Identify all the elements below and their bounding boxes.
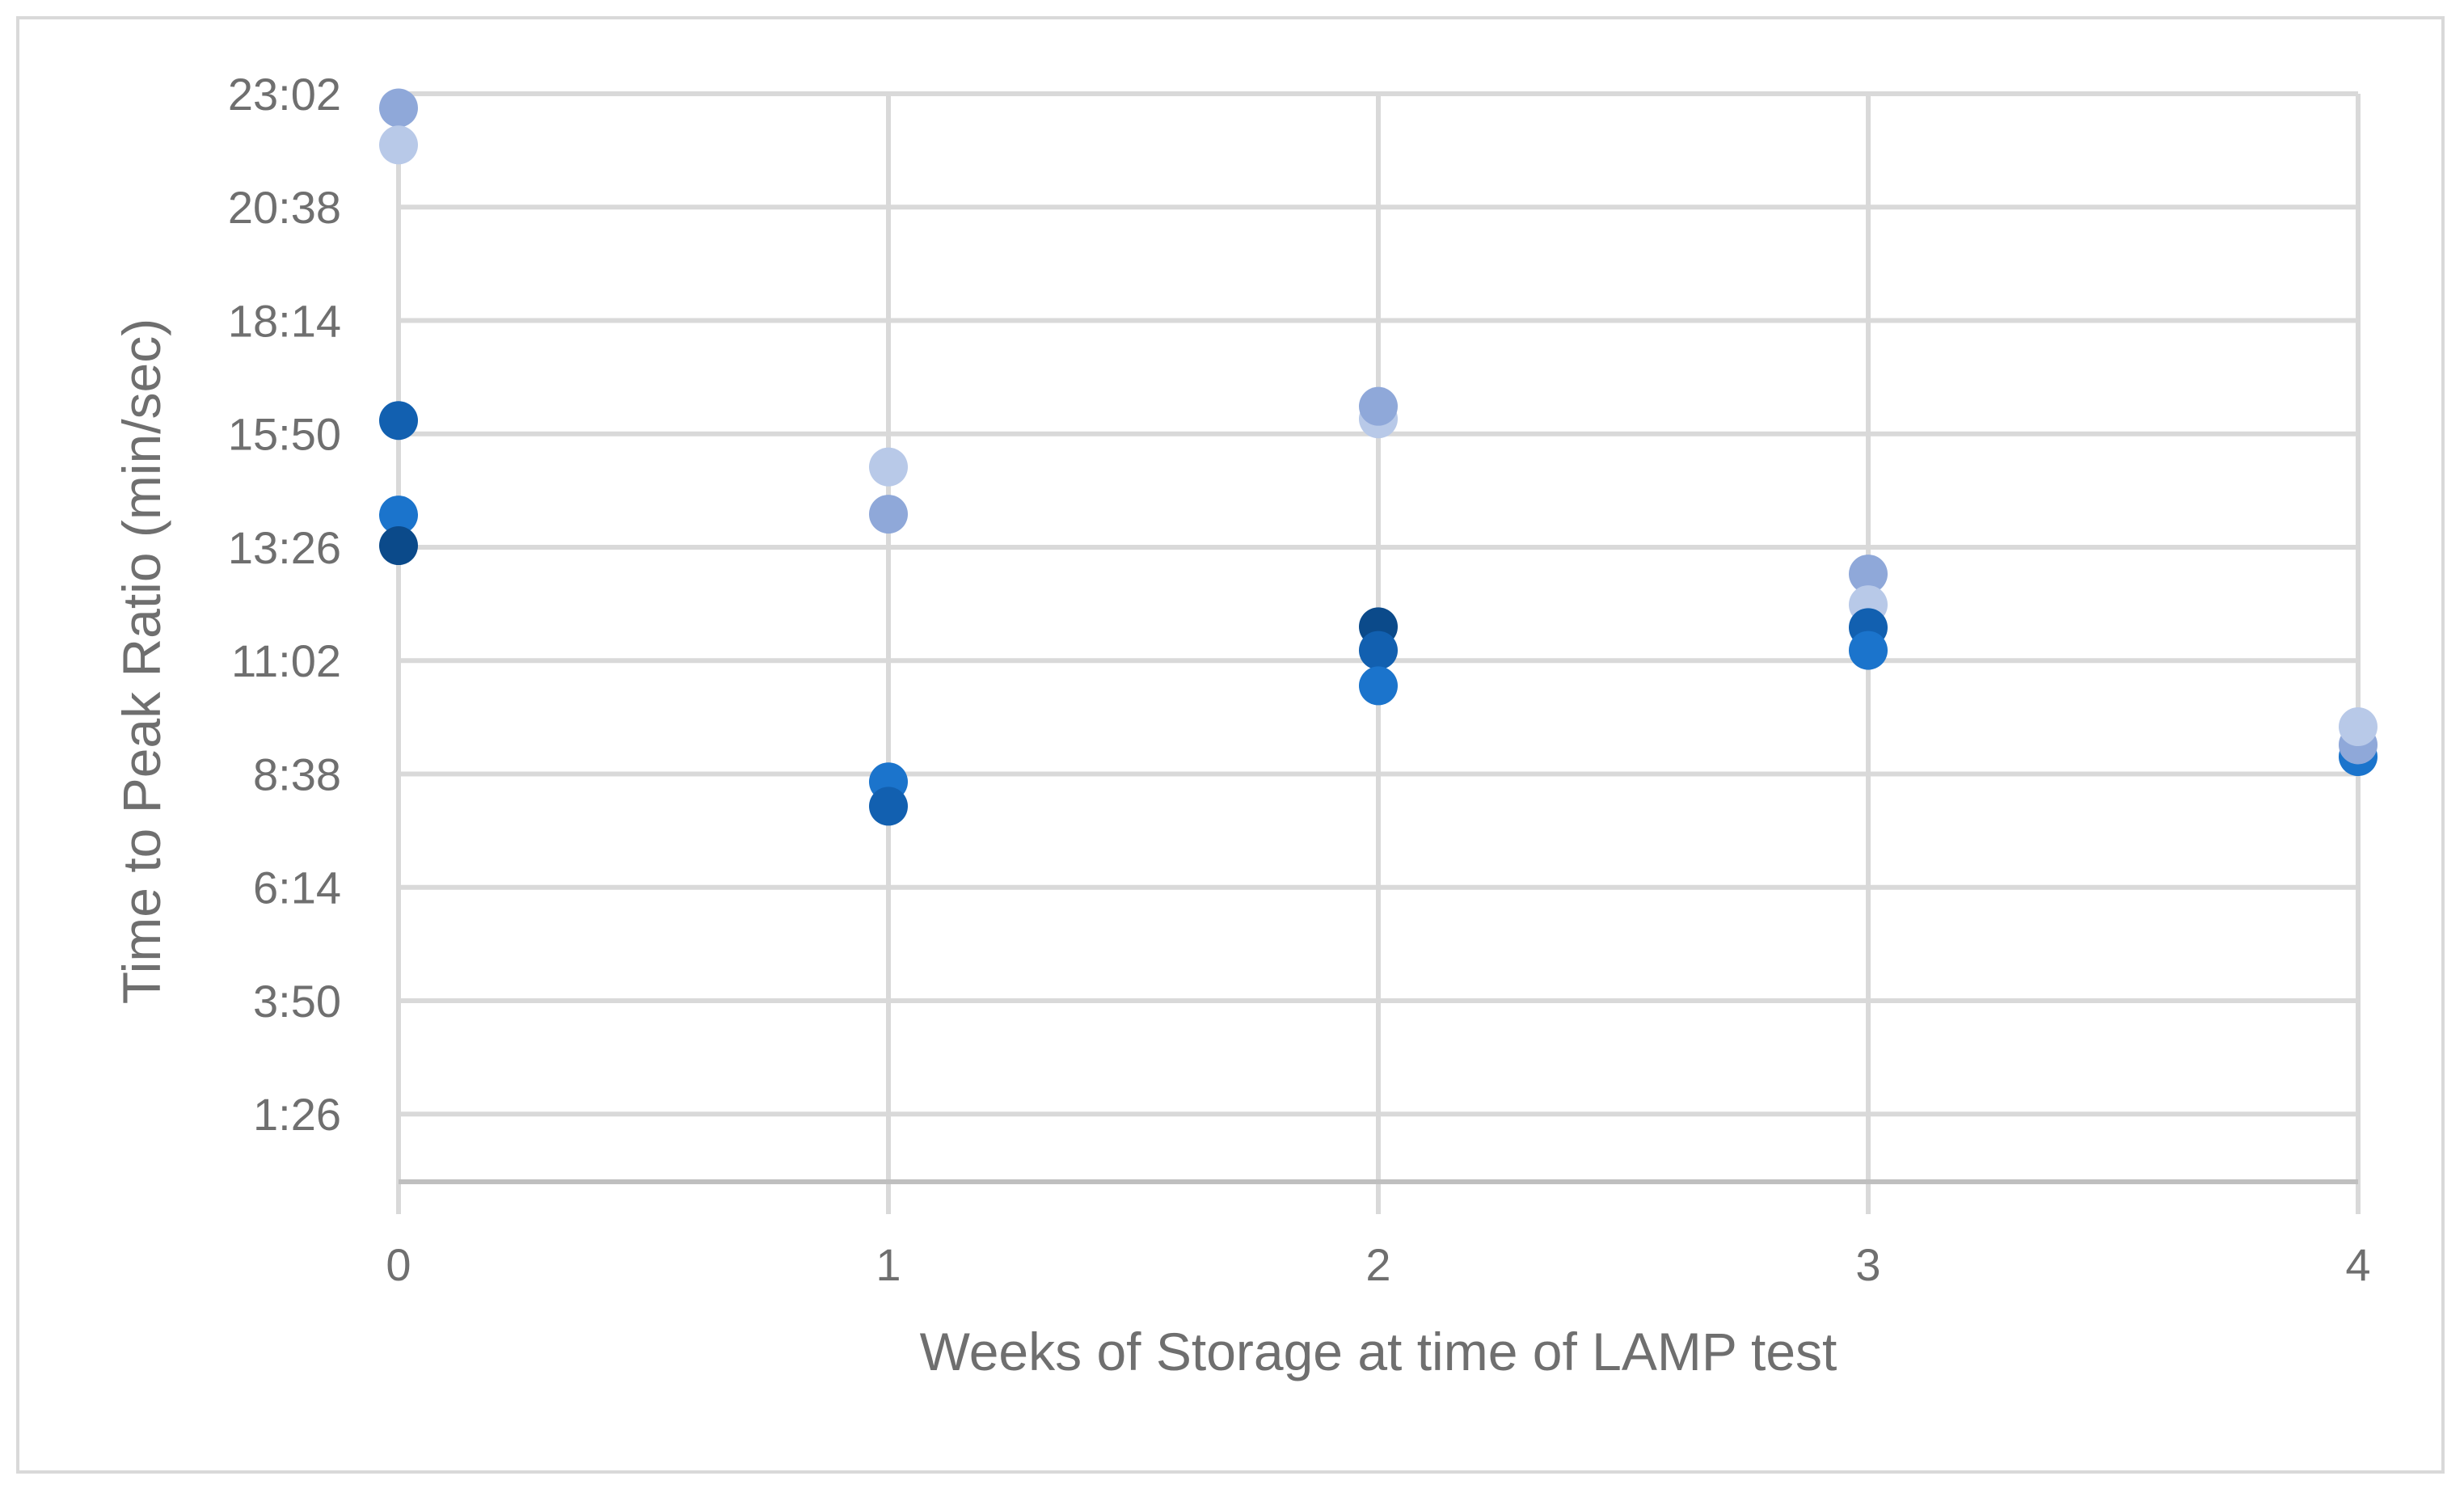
x-tick-label: 1 [875,1239,901,1290]
y-tick-label: 11:02 [231,635,341,686]
y-tick-label: 23:02 [228,69,341,120]
data-point [379,526,418,566]
data-points [379,88,2378,826]
y-tick-label: 15:50 [228,409,341,460]
data-point [2339,707,2378,747]
x-tick-label: 4 [2345,1239,2370,1290]
y-tick-label: 8:38 [253,749,341,799]
y-tick-label: 18:14 [228,295,341,346]
data-point [1849,631,1888,670]
data-point [1849,555,1888,594]
data-point [379,125,418,165]
data-point [869,447,908,487]
chart-frame [16,16,2445,1474]
data-point [379,401,418,441]
data-point [379,88,418,128]
data-point [869,495,908,534]
y-tick-label: 3:50 [253,976,341,1027]
data-point [1359,386,1398,426]
data-point [1359,631,1398,670]
data-point [379,496,418,535]
x-tick-label: 2 [1365,1239,1390,1290]
x-tick-label: 0 [386,1239,411,1290]
x-tick-label: 3 [1855,1239,1880,1290]
y-tick-label: 1:26 [253,1089,341,1140]
y-axis-title: Time to Peak Ratio (min/sec) [112,318,171,1004]
data-point [869,787,908,826]
x-axis-title: Weeks of Storage at time of LAMP test [920,1322,1837,1381]
y-tick-label: 13:26 [228,522,341,573]
tick-labels: 1:26 3:50 6:14 8:38 11:02 13:26 15:50 18:14 20:3… [228,69,2371,1290]
y-tick-label: 6:14 [253,862,341,913]
data-point [1359,666,1398,706]
gridlines [396,91,2361,1214]
y-tick-label: 20:38 [228,182,341,233]
